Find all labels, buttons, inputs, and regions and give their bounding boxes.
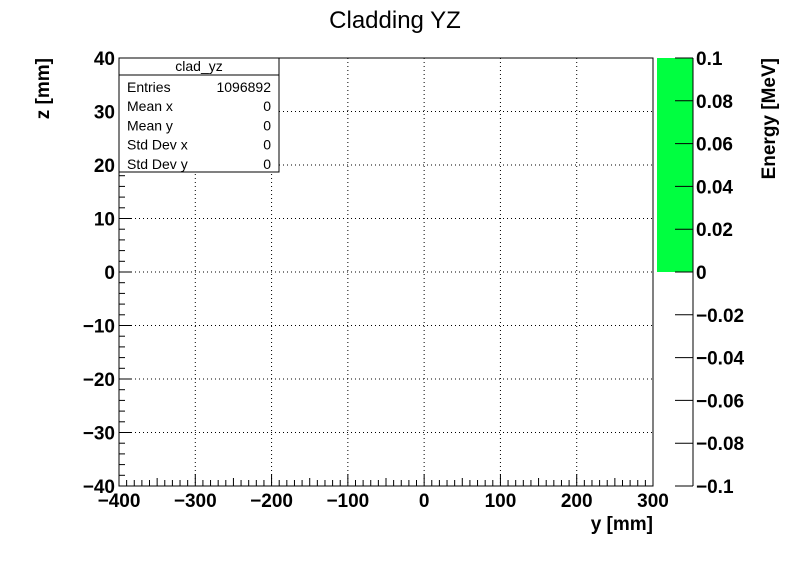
x-tick-label: 300 [637, 491, 669, 512]
y-tick-label: 20 [94, 156, 115, 177]
y-tick-label: 0 [104, 263, 115, 284]
z-tick-label: 0 [696, 263, 707, 284]
z-tick-label: −0.08 [696, 434, 744, 455]
y-tick-label: −30 [83, 424, 115, 445]
z-tick-label: 0.06 [696, 135, 733, 156]
x-tick-label: −200 [250, 491, 293, 512]
palette-fill [657, 58, 693, 272]
x-tick-label: 100 [485, 491, 517, 512]
z-tick-label: 0.1 [696, 49, 723, 70]
z-tick-label: 0.04 [696, 177, 733, 198]
color-palette [657, 58, 693, 272]
x-axis-label: y [mm] [591, 514, 653, 535]
y-tick-label: −20 [83, 370, 115, 391]
stats-row-value: 0 [263, 156, 271, 172]
stats-row-label: Std Dev x [127, 137, 188, 153]
y-tick-label: −10 [83, 317, 115, 338]
z-tick-label: 0.02 [696, 220, 733, 241]
z-tick-label: −0.1 [696, 477, 734, 498]
stats-row-label: Std Dev y [127, 156, 188, 172]
z-tick-label: −0.02 [696, 306, 744, 327]
stats-box-frame [118, 57, 280, 173]
z-tick-label: −0.06 [696, 391, 744, 412]
stats-row-label: Mean x [127, 98, 173, 114]
chart-title: Cladding YZ [329, 7, 461, 34]
x-tick-label: −400 [98, 491, 141, 512]
stats-box-title: clad_yz [175, 58, 222, 74]
x-tick-label: −300 [174, 491, 217, 512]
x-tick-label: −100 [326, 491, 369, 512]
stats-row-value: 1096892 [216, 79, 271, 95]
z-axis-label: Energy [MeV] [759, 58, 780, 179]
y-tick-label: −40 [83, 477, 115, 498]
stats-row-value: 0 [263, 117, 271, 133]
z-axis: −0.1 −0.08 −0.06 −0.04 −0.02 0 0.02 0.04 0.06 0.0… [675, 49, 745, 498]
stats-row-value: 0 [263, 98, 271, 114]
stats-row-value: 0 [263, 137, 271, 153]
x-axis: −400 −300 −200 −100 0 100 200 300 [98, 474, 669, 512]
stats-row-label: Entries [127, 79, 171, 95]
x-tick-label: 0 [419, 491, 430, 512]
y-axis-label: z [mm] [33, 58, 54, 119]
y-tick-label: 30 [94, 103, 115, 124]
z-tick-label: 0.08 [696, 92, 733, 113]
stats-box-rows: Entries 1096892 Mean x 0 Mean y 0 Std Dev x 0 St… [127, 79, 271, 172]
y-tick-label: 40 [94, 49, 115, 70]
stats-row-label: Mean y [127, 117, 173, 133]
y-tick-label: 10 [94, 210, 115, 231]
z-tick-label: −0.04 [696, 349, 745, 370]
x-tick-label: 200 [561, 491, 593, 512]
stats-box: clad_yz Entries 1096892 Mean x 0 Mean y 0 Std … [118, 57, 280, 173]
